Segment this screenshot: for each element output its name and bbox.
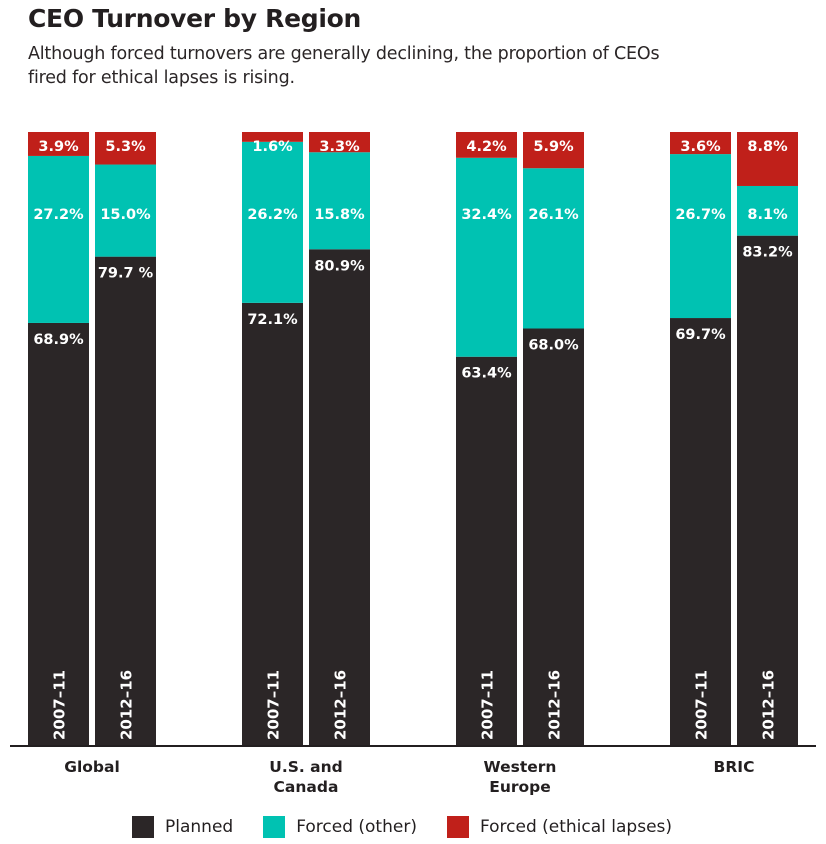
bar-segment-global-2007-11-forced-ethical-lapses [28, 132, 89, 156]
bar-segment-western-europe-2007-11-planned [456, 356, 517, 746]
data-label-bric-2007-11-forced-ethical-lapses: 3.6% [680, 139, 721, 155]
category-label-bric: BRIC [714, 758, 755, 776]
labels-layer: 68.9% 27.2% 3.9% 2007–11 79.7 % 15.0% 5.3% 2012… [33, 139, 793, 740]
category-label-line: Europe [489, 778, 551, 796]
period-label-u-s-and-canada-2007-11: 2007–11 [265, 670, 283, 740]
category-label-western-europe: Western Europe [484, 758, 557, 796]
category-label-global: Global [64, 758, 120, 776]
bar-segment-global-2012-16-planned [95, 256, 156, 746]
data-label-western-europe-2012-16-forced-other: 26.1% [528, 207, 579, 223]
data-label-global-2007-11-forced-other: 27.2% [33, 207, 84, 223]
bar-segment-western-europe-2007-11-forced-other [456, 157, 517, 357]
period-label-bric-2007-11: 2007–11 [693, 670, 711, 740]
period-label-bric-2012-16: 2012–16 [760, 670, 778, 740]
category-label-line: Western [484, 758, 557, 776]
bar-segment-bric-2012-16-forced-other [737, 185, 798, 236]
legend-label-forced-ethical: Forced (ethical lapses) [479, 817, 673, 837]
category-labels: Global U.S. and Canada Western Europe BRIC [64, 758, 754, 796]
data-label-western-europe-2007-11-planned: 63.4% [461, 366, 512, 382]
data-label-western-europe-2012-16-forced-ethical-lapses: 5.9% [533, 139, 574, 155]
data-label-u-s-and-canada-2007-11-forced-other: 26.2% [247, 207, 298, 223]
data-label-global-2012-16-planned: 79.7 % [98, 266, 154, 282]
bars-layer [28, 132, 798, 747]
data-label-global-2007-11-planned: 68.9% [33, 332, 84, 348]
legend-swatch-forced-other [263, 816, 286, 838]
legend-label-forced-other: Forced (other) [296, 817, 417, 837]
legend-item-forced-other: Forced (other) [263, 816, 417, 838]
bar-segment-western-europe-2012-16-planned [523, 328, 584, 746]
legend-swatch-planned [132, 816, 154, 838]
chart-subtitle: Although forced turnovers are generally … [28, 44, 660, 88]
data-label-u-s-and-canada-2012-16-forced-ethical-lapses: 3.3% [319, 139, 360, 155]
bar-segment-u-s-and-canada-2007-11-forced-ethical-lapses [242, 132, 303, 142]
bar-segment-global-2007-11-forced-other [28, 155, 89, 323]
period-label-global-2007-11: 2007–11 [51, 670, 69, 740]
data-label-global-2012-16-forced-ethical-lapses: 5.3% [105, 139, 146, 155]
bar-segment-u-s-and-canada-2007-11-forced-other [242, 141, 303, 303]
data-label-bric-2012-16-forced-ethical-lapses: 8.8% [747, 139, 788, 155]
bar-segment-western-europe-2012-16-forced-ethical-lapses [523, 132, 584, 169]
data-label-western-europe-2007-11-forced-ethical-lapses: 4.2% [466, 139, 507, 155]
category-label-line: Canada [274, 778, 339, 796]
chart-title: CEO Turnover by Region [28, 4, 362, 33]
category-label-u-s-and-canada: U.S. and Canada [269, 758, 343, 796]
bar-segment-u-s-and-canada-2012-16-planned [309, 249, 370, 747]
legend-item-forced-ethical: Forced (ethical lapses) [446, 816, 673, 838]
data-label-bric-2007-11-forced-other: 26.7% [675, 207, 726, 223]
data-label-global-2007-11-forced-ethical-lapses: 3.9% [38, 139, 79, 155]
bar-segment-bric-2007-11-planned [670, 318, 731, 746]
legend-swatch-forced-ethical [446, 816, 469, 838]
data-label-bric-2007-11-planned: 69.7% [675, 327, 726, 343]
period-label-u-s-and-canada-2012-16: 2012–16 [332, 670, 350, 740]
bar-segment-global-2007-11-planned [28, 322, 89, 746]
legend: Planned Forced (other) Forced (ethical l… [132, 816, 702, 838]
bar-segment-global-2012-16-forced-ethical-lapses [95, 132, 156, 165]
bar-segment-western-europe-2012-16-forced-other [523, 168, 584, 329]
data-label-global-2012-16-forced-other: 15.0% [100, 207, 151, 223]
bar-segment-bric-2012-16-planned [737, 235, 798, 746]
bar-segment-bric-2007-11-forced-other [670, 154, 731, 319]
bar-segment-global-2012-16-forced-other [95, 164, 156, 257]
data-label-u-s-and-canada-2012-16-planned: 80.9% [314, 258, 365, 274]
data-label-bric-2012-16-forced-other: 8.1% [747, 207, 788, 223]
bar-segment-u-s-and-canada-2007-11-planned [242, 302, 303, 746]
period-label-western-europe-2012-16: 2012–16 [546, 670, 564, 740]
data-label-western-europe-2007-11-forced-other: 32.4% [461, 207, 512, 223]
bar-segment-bric-2012-16-forced-ethical-lapses [737, 132, 798, 186]
period-label-western-europe-2007-11: 2007–11 [479, 670, 497, 740]
data-label-western-europe-2012-16-planned: 68.0% [528, 337, 579, 353]
category-label-line: U.S. and [269, 758, 343, 776]
legend-item-planned: Planned [132, 816, 233, 838]
bar-segment-u-s-and-canada-2012-16-forced-other [309, 152, 370, 250]
category-label-line: Global [64, 758, 120, 776]
data-label-u-s-and-canada-2007-11-forced-ethical-lapses: 1.6% [252, 139, 293, 155]
bar-segment-western-europe-2007-11-forced-ethical-lapses [456, 132, 517, 158]
data-label-u-s-and-canada-2012-16-forced-other: 15.8% [314, 207, 365, 223]
data-label-bric-2012-16-planned: 83.2% [742, 245, 793, 261]
period-label-global-2012-16: 2012–16 [118, 670, 136, 740]
legend-label-planned: Planned [165, 817, 234, 837]
bar-segment-bric-2007-11-forced-ethical-lapses [670, 132, 731, 155]
data-label-u-s-and-canada-2007-11-planned: 72.1% [247, 312, 298, 328]
category-label-line: BRIC [714, 758, 755, 776]
stacked-bar-chart: 68.9% 27.2% 3.9% 2007–11 79.7 % 15.0% 5.3% 2012… [10, 132, 816, 796]
bar-segment-u-s-and-canada-2012-16-forced-ethical-lapses [309, 132, 370, 153]
